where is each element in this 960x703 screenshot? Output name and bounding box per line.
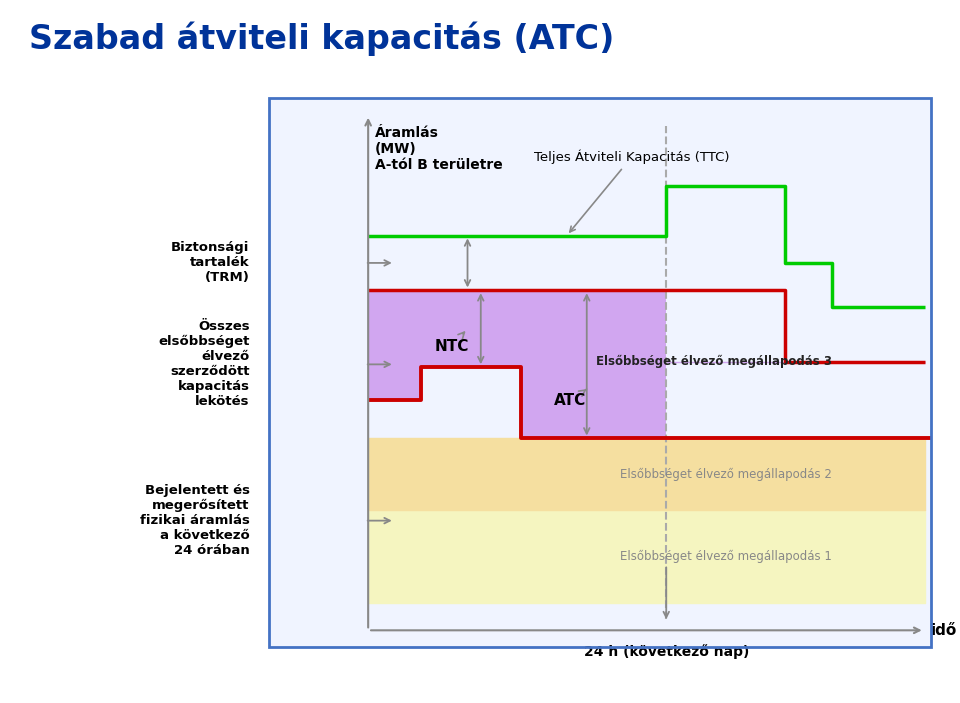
- Text: idő: idő: [931, 623, 957, 638]
- Text: Összes
elsőbbséget
élvező
szerződött
kapacitás
lekötés: Összes elsőbbséget élvező szerződött kap…: [158, 321, 250, 408]
- Text: 24 h (következő nap): 24 h (következő nap): [584, 644, 749, 659]
- Text: ATC: ATC: [554, 389, 587, 408]
- Text: Bejelentett és
megerősített
fizikai áramlás
a következő
24 órában: Bejelentett és megerősített fizikai áram…: [140, 484, 250, 557]
- Text: Elsőbbséget élvező megállapodás 3: Elsőbbséget élvező megállapodás 3: [596, 355, 831, 368]
- Polygon shape: [368, 290, 666, 439]
- Text: Biztonsági
tartalék
(TRM): Biztonsági tartalék (TRM): [171, 241, 250, 285]
- Text: Elsőbbséget élvező megállapodás 1: Elsőbbséget élvező megállapodás 1: [620, 550, 831, 563]
- Text: Áramlás
(MW)
A-tól B területre: Áramlás (MW) A-tól B területre: [374, 126, 502, 172]
- Text: Teljes Átviteli Kapacitás (TTC): Teljes Átviteli Kapacitás (TTC): [534, 150, 730, 232]
- Text: Szabad átviteli kapacitás (ATC): Szabad átviteli kapacitás (ATC): [29, 21, 614, 56]
- Text: NTC: NTC: [434, 332, 468, 354]
- Text: Elsőbbséget élvező megállapodás 2: Elsőbbséget élvező megállapodás 2: [620, 467, 831, 481]
